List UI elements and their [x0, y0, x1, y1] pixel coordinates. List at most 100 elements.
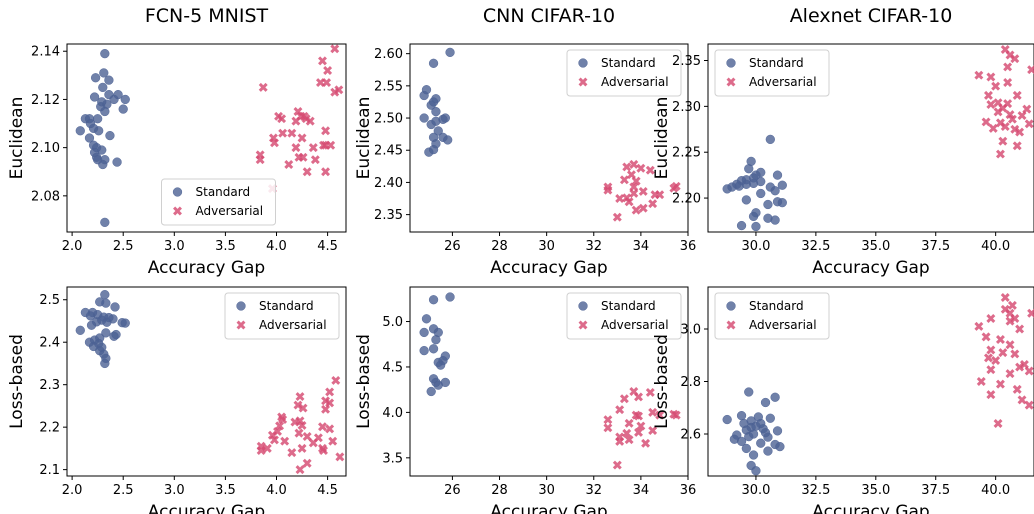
legend: Standard Adversarial	[566, 292, 682, 340]
point-adversarial	[1000, 293, 1010, 302]
subplot-5: 26 28 30 32 34 36 3.5 4.0 4.5 5.0 Accuracy Gap Loss…	[354, 286, 697, 514]
point-standard	[102, 317, 112, 327]
legend-box	[566, 49, 682, 97]
chart-title: CNN CIFAR-10	[483, 5, 615, 27]
point-adversarial	[991, 81, 1001, 91]
point-adversarial	[612, 460, 622, 470]
point-adversarial	[1010, 314, 1020, 323]
point-adversarial	[983, 90, 993, 100]
x-tick-label: 35.0	[861, 483, 890, 498]
point-adversarial	[615, 405, 625, 415]
point-standard	[110, 302, 120, 312]
point-adversarial	[325, 398, 335, 408]
point-standard	[756, 438, 766, 448]
point-adversarial	[330, 44, 340, 54]
point-adversarial	[634, 427, 643, 437]
chart-title: Alexnet CIFAR-10	[790, 5, 953, 27]
point-adversarial	[1017, 395, 1027, 405]
y-tick-label: 3.0	[680, 323, 701, 338]
point-adversarial	[991, 356, 1001, 365]
point-adversarial	[1019, 359, 1029, 369]
y-tick-label: 2.25	[672, 146, 701, 161]
point-adversarial	[1003, 78, 1013, 87]
point-adversarial	[326, 140, 336, 150]
x-tick-label: 30	[538, 483, 555, 498]
point-adversarial	[634, 392, 643, 402]
point-adversarial	[974, 321, 984, 331]
point-standard	[428, 58, 439, 68]
point-adversarial	[1012, 384, 1022, 394]
y-tick-label: 4.5	[382, 360, 403, 375]
point-standard	[426, 100, 436, 110]
point-adversarial	[995, 379, 1005, 389]
point-adversarial	[291, 116, 301, 126]
legend-label-adversarial: Adversarial	[259, 318, 327, 332]
point-adversarial	[302, 432, 312, 441]
legend-marker-standard	[578, 58, 588, 68]
axes-frame	[66, 43, 347, 233]
x-tick-label: 37.5	[921, 239, 950, 254]
x-tick-label: 4.5	[317, 483, 338, 498]
legend: Standard Adversarial	[161, 178, 276, 226]
point-standard	[100, 106, 110, 117]
point-adversarial	[624, 418, 634, 428]
x-axis-label: Accuracy Gap	[490, 258, 607, 278]
point-standard	[100, 217, 110, 228]
point-adversarial	[636, 421, 646, 431]
point-adversarial	[1010, 349, 1020, 359]
point-adversarial	[277, 114, 287, 124]
data-points	[722, 293, 1034, 476]
point-standard	[104, 75, 114, 85]
legend-label-standard: Standard	[749, 56, 804, 70]
point-standard	[419, 345, 429, 356]
point-standard	[120, 94, 130, 105]
y-tick-label: 2.60	[374, 47, 403, 62]
y-tick-label: 2.55	[374, 79, 403, 94]
x-tick-label: 30	[538, 239, 555, 254]
point-standard	[435, 360, 446, 370]
point-standard	[756, 188, 766, 199]
axes-frame	[409, 43, 689, 233]
point-standard	[763, 432, 773, 442]
data-points	[722, 45, 1034, 232]
y-axis-label: Loss-based	[7, 334, 27, 429]
point-standard	[109, 331, 119, 341]
x-tick-label: 2.5	[113, 239, 134, 254]
point-adversarial	[669, 183, 679, 193]
legend-label-adversarial: Adversarial	[749, 318, 817, 332]
x-tick-label: 36	[680, 483, 697, 498]
point-standard	[75, 325, 85, 335]
point-standard	[97, 145, 107, 155]
x-tick-label: 40.0	[981, 483, 1010, 498]
point-adversarial	[603, 415, 613, 425]
point-adversarial	[629, 188, 639, 198]
point-standard	[760, 397, 771, 408]
x-tick-label: 32.5	[801, 239, 830, 254]
point-standard	[419, 90, 429, 101]
point-adversarial	[1024, 400, 1034, 410]
point-standard	[772, 426, 783, 436]
point-adversarial	[986, 314, 996, 323]
point-adversarial	[648, 426, 658, 436]
point-standard	[763, 446, 773, 456]
point-adversarial	[981, 332, 991, 342]
point-standard	[748, 450, 759, 460]
point-adversarial	[629, 159, 639, 169]
point-adversarial	[993, 107, 1003, 117]
x-tick-label: 26	[444, 239, 461, 254]
point-standard	[101, 298, 111, 308]
y-tick-label: 2.5	[39, 293, 60, 308]
point-adversarial	[278, 415, 288, 424]
point-adversarial	[619, 394, 629, 404]
data-points	[419, 47, 681, 222]
point-adversarial	[298, 403, 308, 413]
point-standard	[89, 92, 100, 102]
point-adversarial	[615, 437, 625, 446]
legend-label-adversarial: Adversarial	[601, 75, 669, 89]
x-tick-label: 2.0	[62, 239, 83, 254]
point-adversarial	[981, 117, 991, 127]
point-standard	[421, 314, 432, 324]
subplot-2: 26 28 30 32 34 36 2.35 2.40 2.45 2.50 2.55 2.60 Accu…	[354, 5, 696, 278]
point-adversarial	[986, 345, 996, 355]
point-standard	[86, 320, 97, 330]
